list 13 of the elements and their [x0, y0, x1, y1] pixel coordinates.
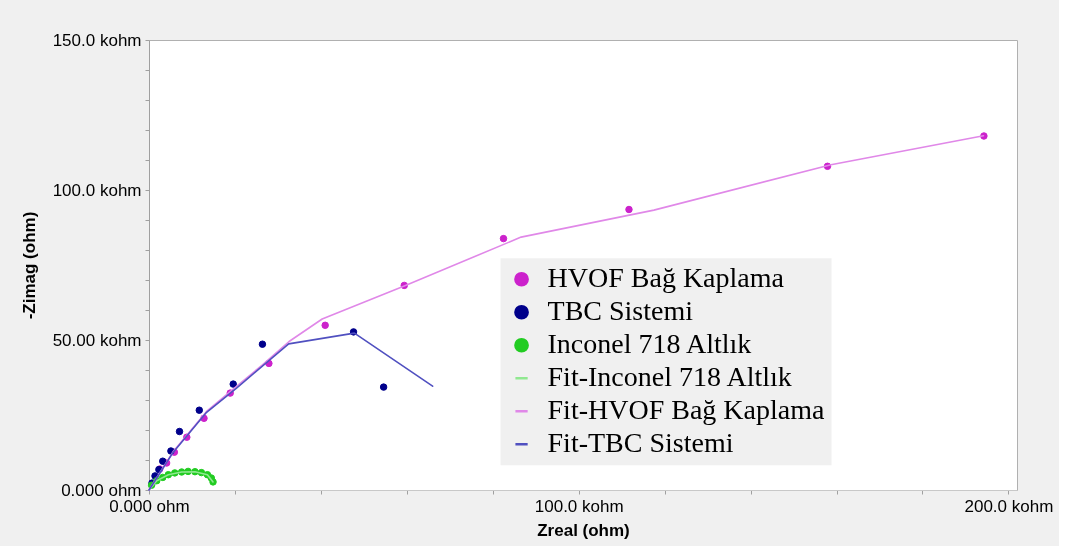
x-tick-label: 200.0 kohm — [964, 496, 1054, 516]
x-axis-title: Zreal (ohm) — [537, 520, 630, 540]
y-tick-label: 150.0 kohm — [52, 30, 142, 50]
legend-label: Fit-Inconel 718 Altlık — [547, 361, 792, 393]
y-tick-label: 50.00 kohm — [52, 330, 142, 350]
legend-label: TBC Sistemi — [547, 295, 694, 327]
legend-label: Fit-TBC Sistemi — [547, 427, 734, 459]
legend-label: Fit-HVOF Bağ Kaplama — [547, 394, 825, 426]
x-tick-label: 100.0 kohm — [534, 496, 624, 516]
legend-label: HVOF Bağ Kaplama — [547, 262, 785, 294]
legend-label: Inconel 718 Altlık — [547, 328, 752, 360]
y-tick-label: 100.0 kohm — [52, 180, 142, 200]
y-axis-title: -Zimag (ohm) — [19, 211, 39, 320]
